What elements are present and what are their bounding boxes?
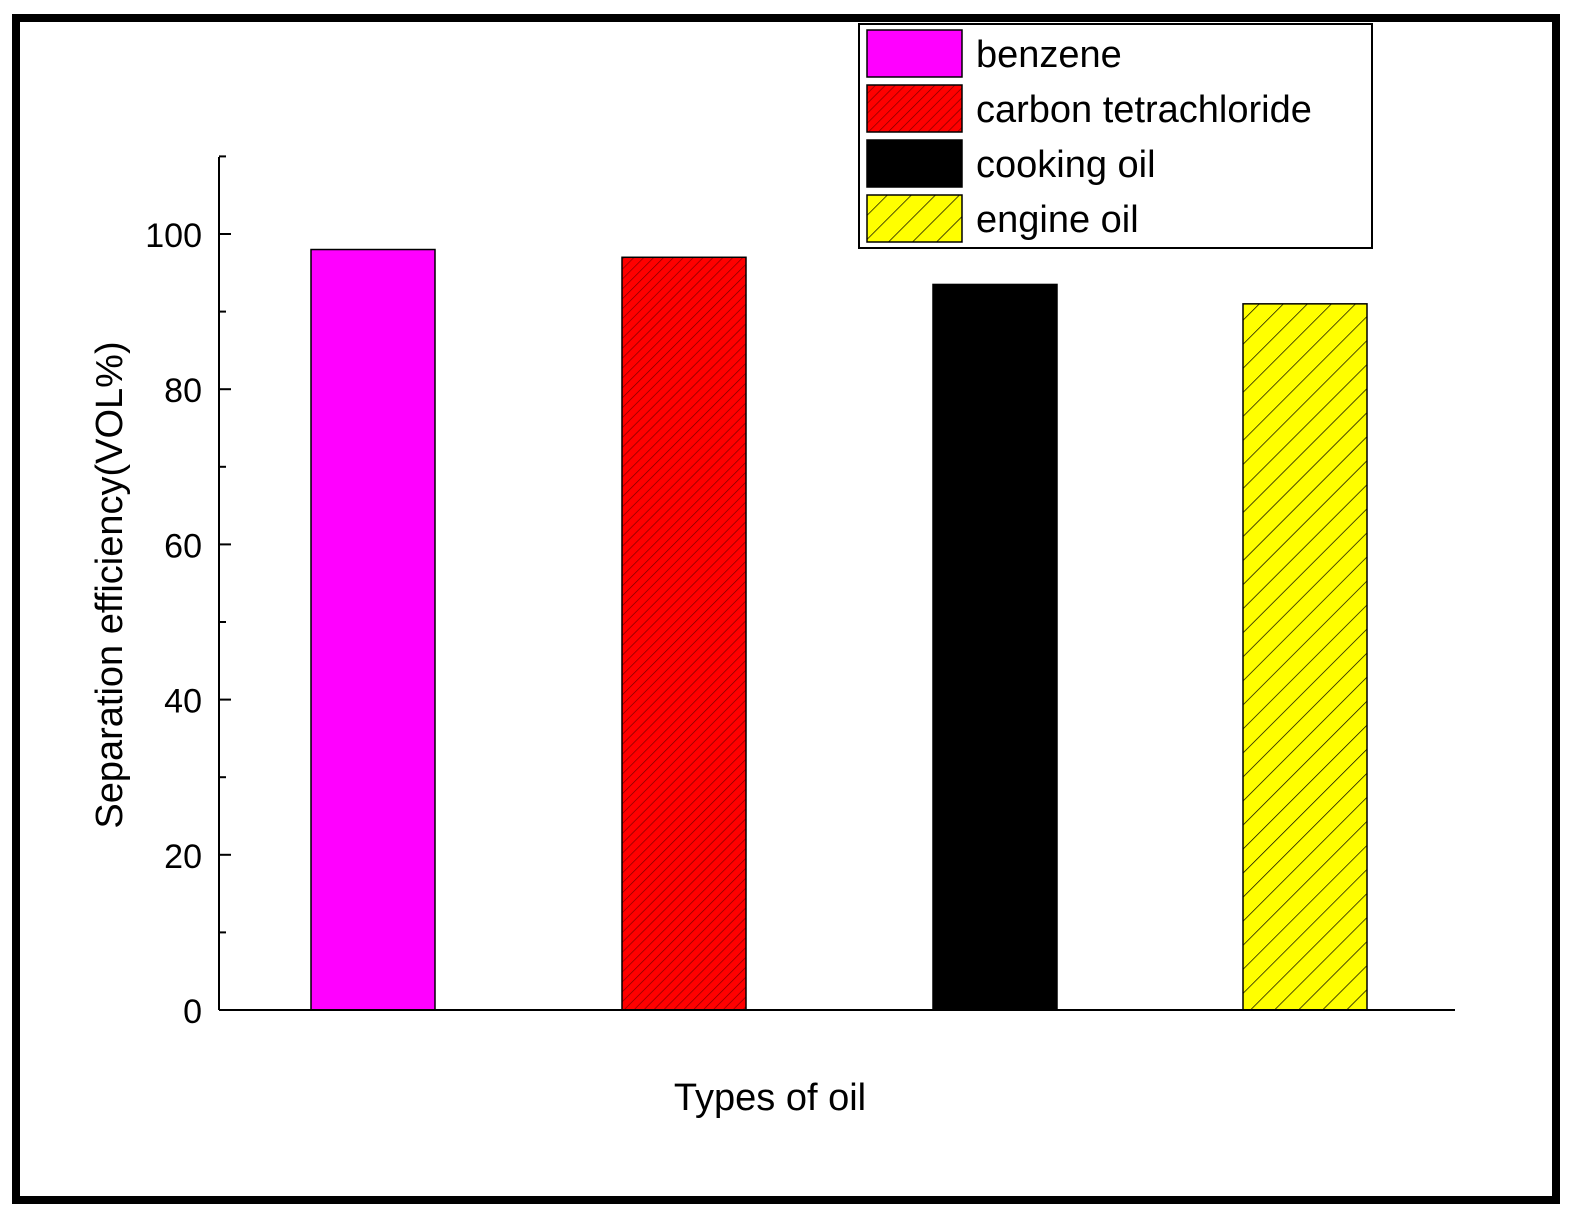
y-tick-label: 0 [183,993,202,1031]
bar-benzene [310,248,436,1011]
y-tick-label: 20 [164,838,202,876]
legend-swatch-carbon-tetrachloride [866,84,963,133]
legend-label-carbon-tetrachloride: carbon tetrachloride [976,89,1312,131]
plot-area: 0 20 40 60 80 100 [145,155,1455,1031]
bar-engine-oil [1242,303,1368,1011]
legend-swatch-benzene [866,29,963,78]
legend: benzene carbon tetrachloride cooking oil en… [858,23,1373,249]
y-tick-label: 80 [164,372,202,410]
legend-swatch-engine-oil [866,194,963,243]
y-tick-label: 60 [164,527,202,565]
y-ticks-group: 0 20 40 60 80 100 [145,155,231,1031]
y-tick-label: 100 [145,217,202,255]
legend-swatch-cooking-oil [866,139,963,188]
y-axis-label: Separation efficiency(VOL%) [89,341,131,828]
bar-carbon-tetrachloride [621,256,747,1011]
legend-label-engine-oil: engine oil [976,199,1139,241]
x-axis-label: Types of oil [674,1077,866,1119]
legend-label-benzene: benzene [976,34,1122,76]
y-tick-label: 40 [164,683,202,721]
bars-group [310,248,1368,1011]
legend-label-cooking-oil: cooking oil [976,144,1156,186]
bar-cooking-oil [932,283,1058,1011]
